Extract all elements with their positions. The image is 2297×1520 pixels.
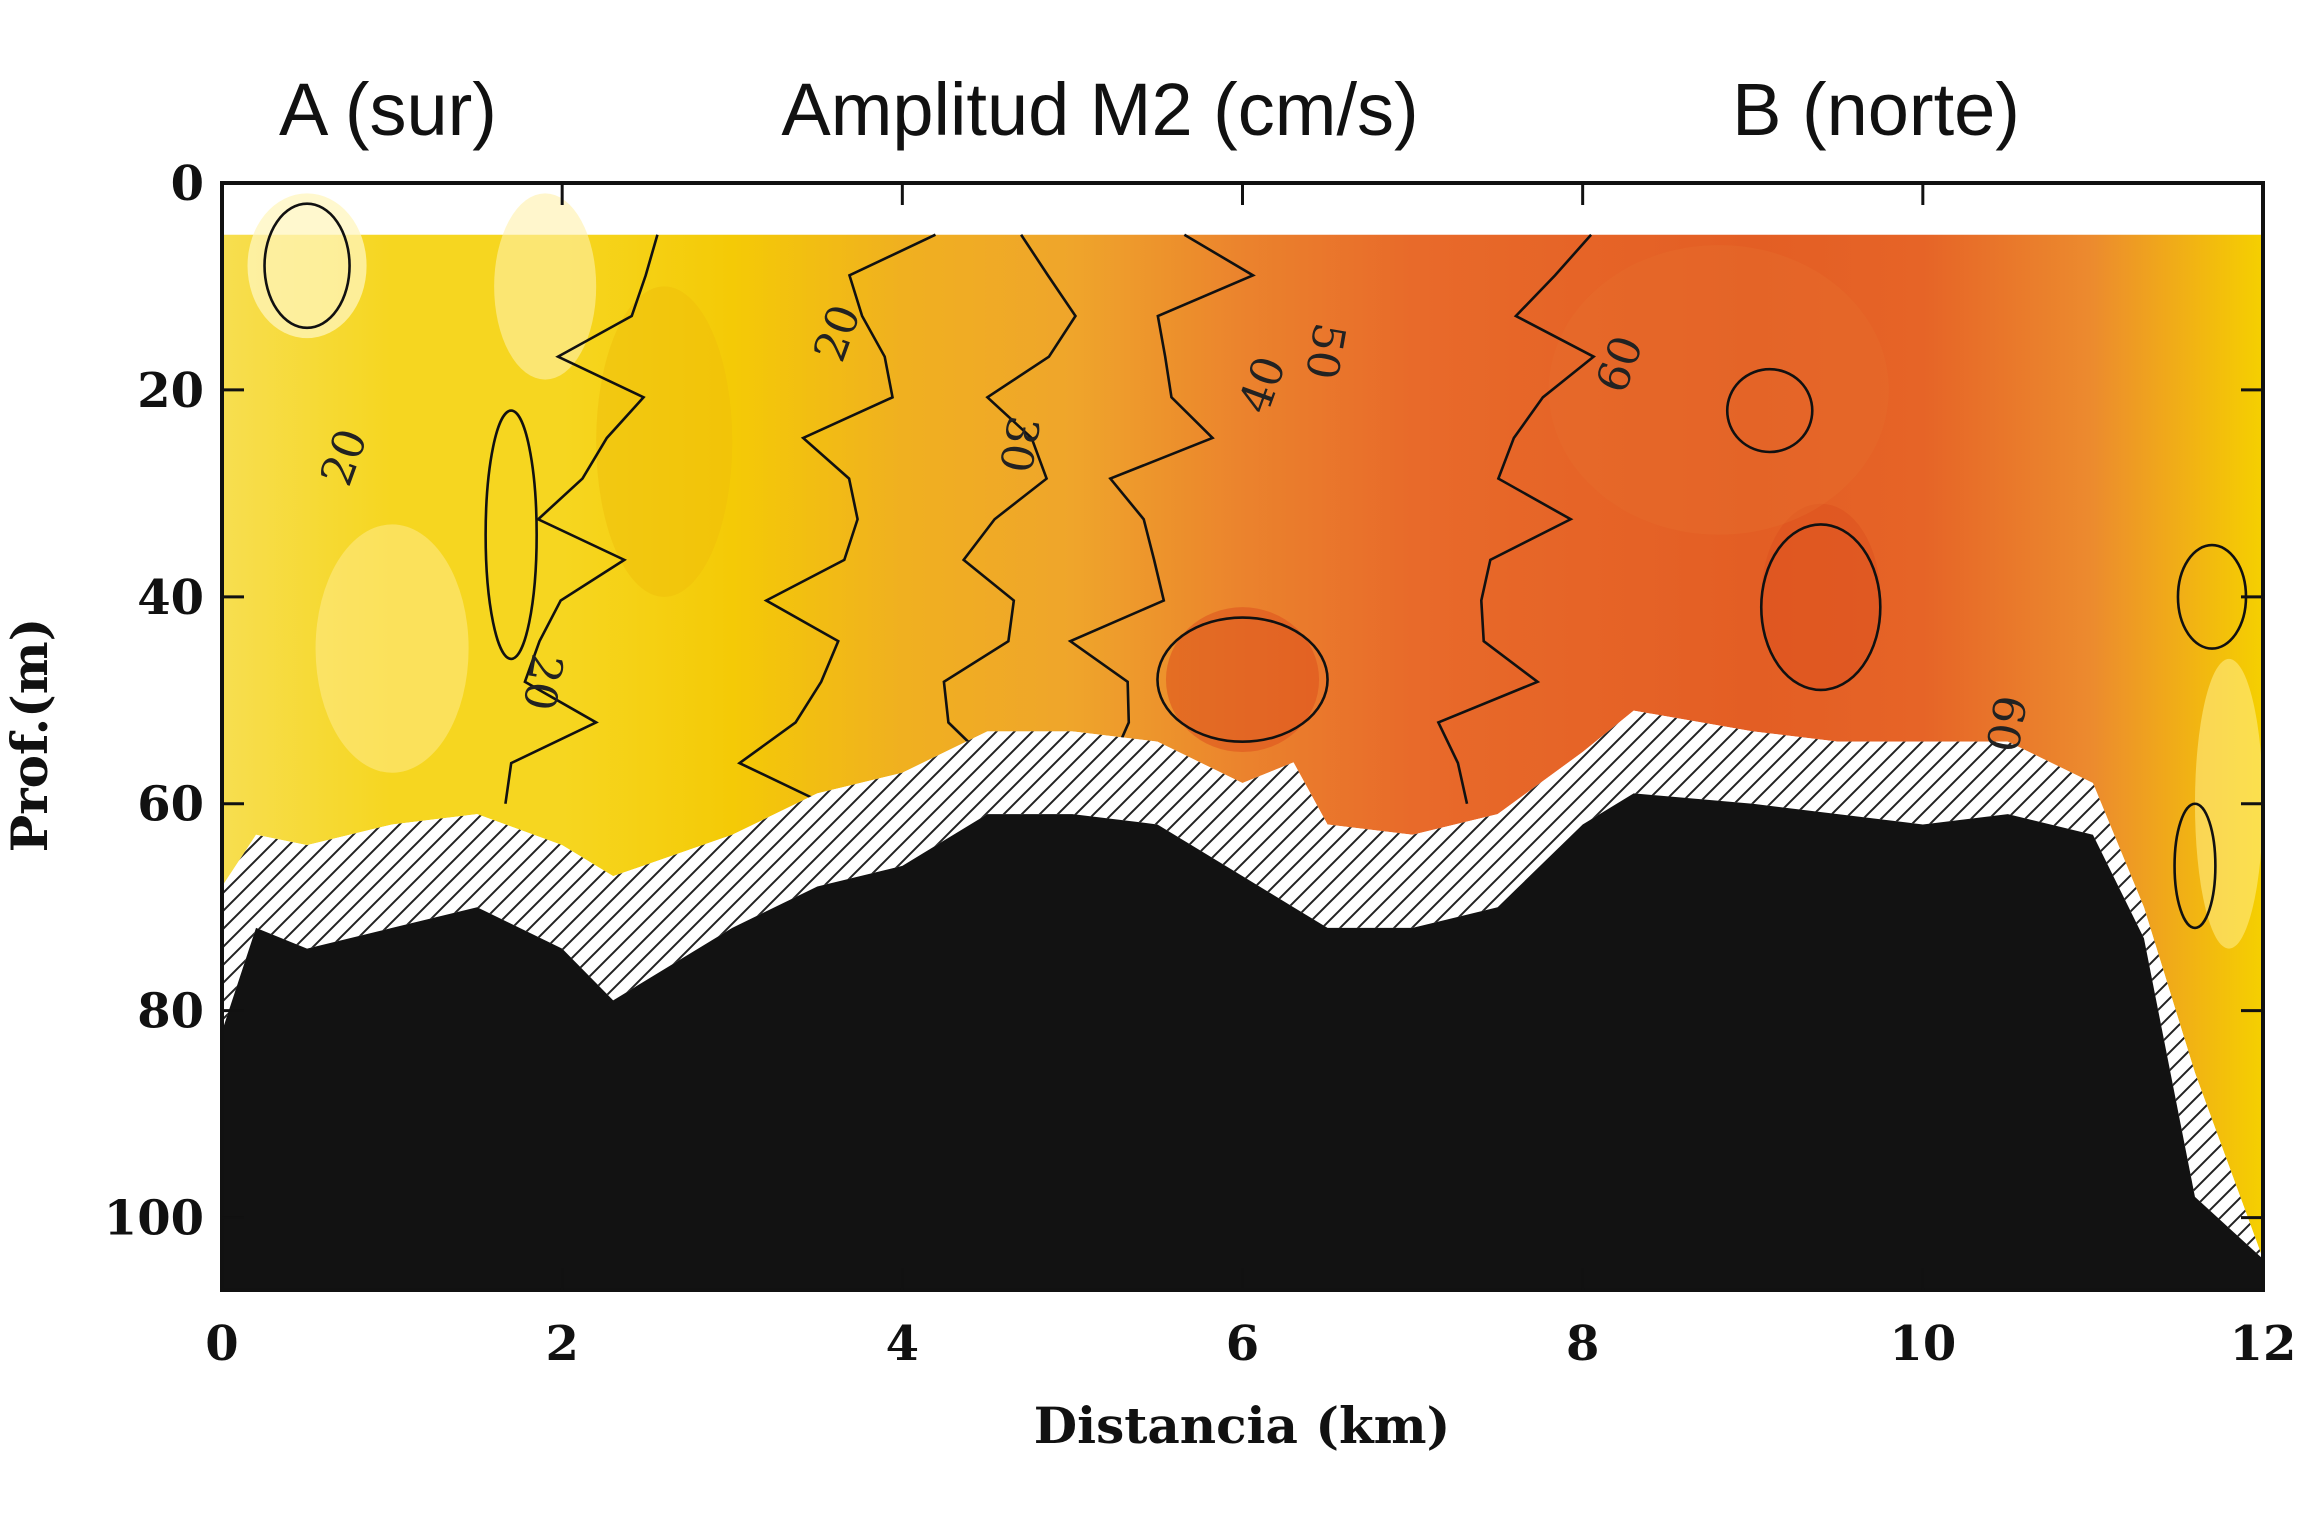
amplitude-patch: [494, 193, 597, 380]
y-tick-label: 0: [171, 156, 204, 212]
section-end-label: B (norte): [1732, 68, 2020, 151]
contour-label: 20: [512, 650, 572, 714]
contour-line-60: [1436, 233, 1597, 805]
contour-label: 60: [1975, 691, 2035, 755]
closed-contour: [1156, 616, 1329, 743]
y-axis: 0 20 40 60 80 100: [104, 156, 2263, 1247]
closed-contour: [1725, 367, 1814, 454]
closed-contour: [2173, 802, 2217, 930]
x-tick-label: 12: [2230, 1316, 2297, 1372]
contour-line-40: [942, 234, 1078, 805]
closed-contour: [1759, 523, 1882, 692]
contour-line-30: [737, 233, 937, 805]
x-tick-label: 6: [1226, 1316, 1259, 1372]
closed-contour: [484, 409, 538, 661]
amplitude-patch: [1165, 607, 1320, 753]
contour-line-20: [504, 234, 659, 804]
amplitude-patch: [1761, 503, 1881, 690]
amplitude-patch: [247, 193, 367, 339]
amplitude-patch: [1548, 245, 1889, 535]
y-tick-label: 40: [137, 570, 204, 626]
section-start-label: A (sur): [279, 68, 497, 151]
contour-lines: [263, 202, 2248, 930]
chart-title: Amplitud M2 (cm/s): [781, 68, 1418, 151]
seabed: [222, 793, 2263, 1290]
x-tick-label: 4: [886, 1316, 919, 1372]
y-tick-label: 80: [137, 984, 204, 1040]
y-tick-label: 60: [137, 777, 204, 833]
x-axis: 0 2 4 6 8 10 12: [205, 183, 2296, 1372]
contour-line-50: [1039, 233, 1256, 805]
amplitude-patches: [247, 193, 2263, 949]
y-tick-label: 20: [137, 363, 204, 419]
contour-label: 50: [1295, 319, 1355, 383]
x-tick-label: 8: [1566, 1316, 1599, 1372]
amplitude-patch: [315, 524, 469, 773]
y-axis-label: Prof.(m): [0, 618, 59, 853]
x-tick-label: 0: [205, 1316, 238, 1372]
x-tick-label: 2: [545, 1316, 578, 1372]
x-axis-label: Distancia (km): [1034, 1396, 1450, 1455]
contour-label: 30: [989, 412, 1049, 476]
plot-area: [222, 193, 2263, 1290]
closed-contour: [263, 202, 351, 330]
x-tick-label: 10: [1889, 1316, 1956, 1372]
amplitude-patch: [2194, 658, 2263, 949]
no-data-hatched-area: [222, 710, 2263, 1259]
y-tick-label: 100: [104, 1191, 204, 1247]
amplitude-patch: [596, 286, 733, 597]
